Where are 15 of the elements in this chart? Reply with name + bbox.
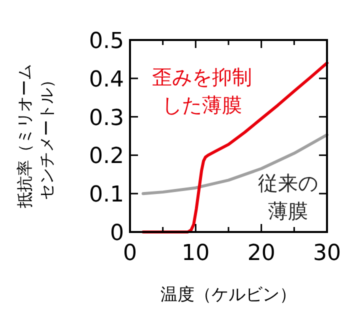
y-axis-title: 抵抗率（ミリオームセンチメートル） <box>15 64 56 209</box>
x-tick-label: 20 <box>247 241 276 266</box>
line-series <box>142 133 328 196</box>
y-tick-label: 0.3 <box>89 106 124 131</box>
y-tick-label: 0 <box>110 221 124 246</box>
x-tick-label: 30 <box>313 241 341 266</box>
line-series <box>142 62 328 234</box>
series-label: 従来の薄膜 <box>258 171 318 223</box>
series-label: 歪みを抑制した薄膜 <box>152 65 252 117</box>
y-tick-label: 0.4 <box>89 67 124 92</box>
x-axis-title: 温度（ケルビン） <box>160 285 296 305</box>
y-tick-label: 0.5 <box>89 29 124 54</box>
y-tick-label: 0.2 <box>89 144 124 170</box>
y-tick-label: 0.1 <box>89 182 124 208</box>
x-tick-label: 10 <box>182 241 210 266</box>
